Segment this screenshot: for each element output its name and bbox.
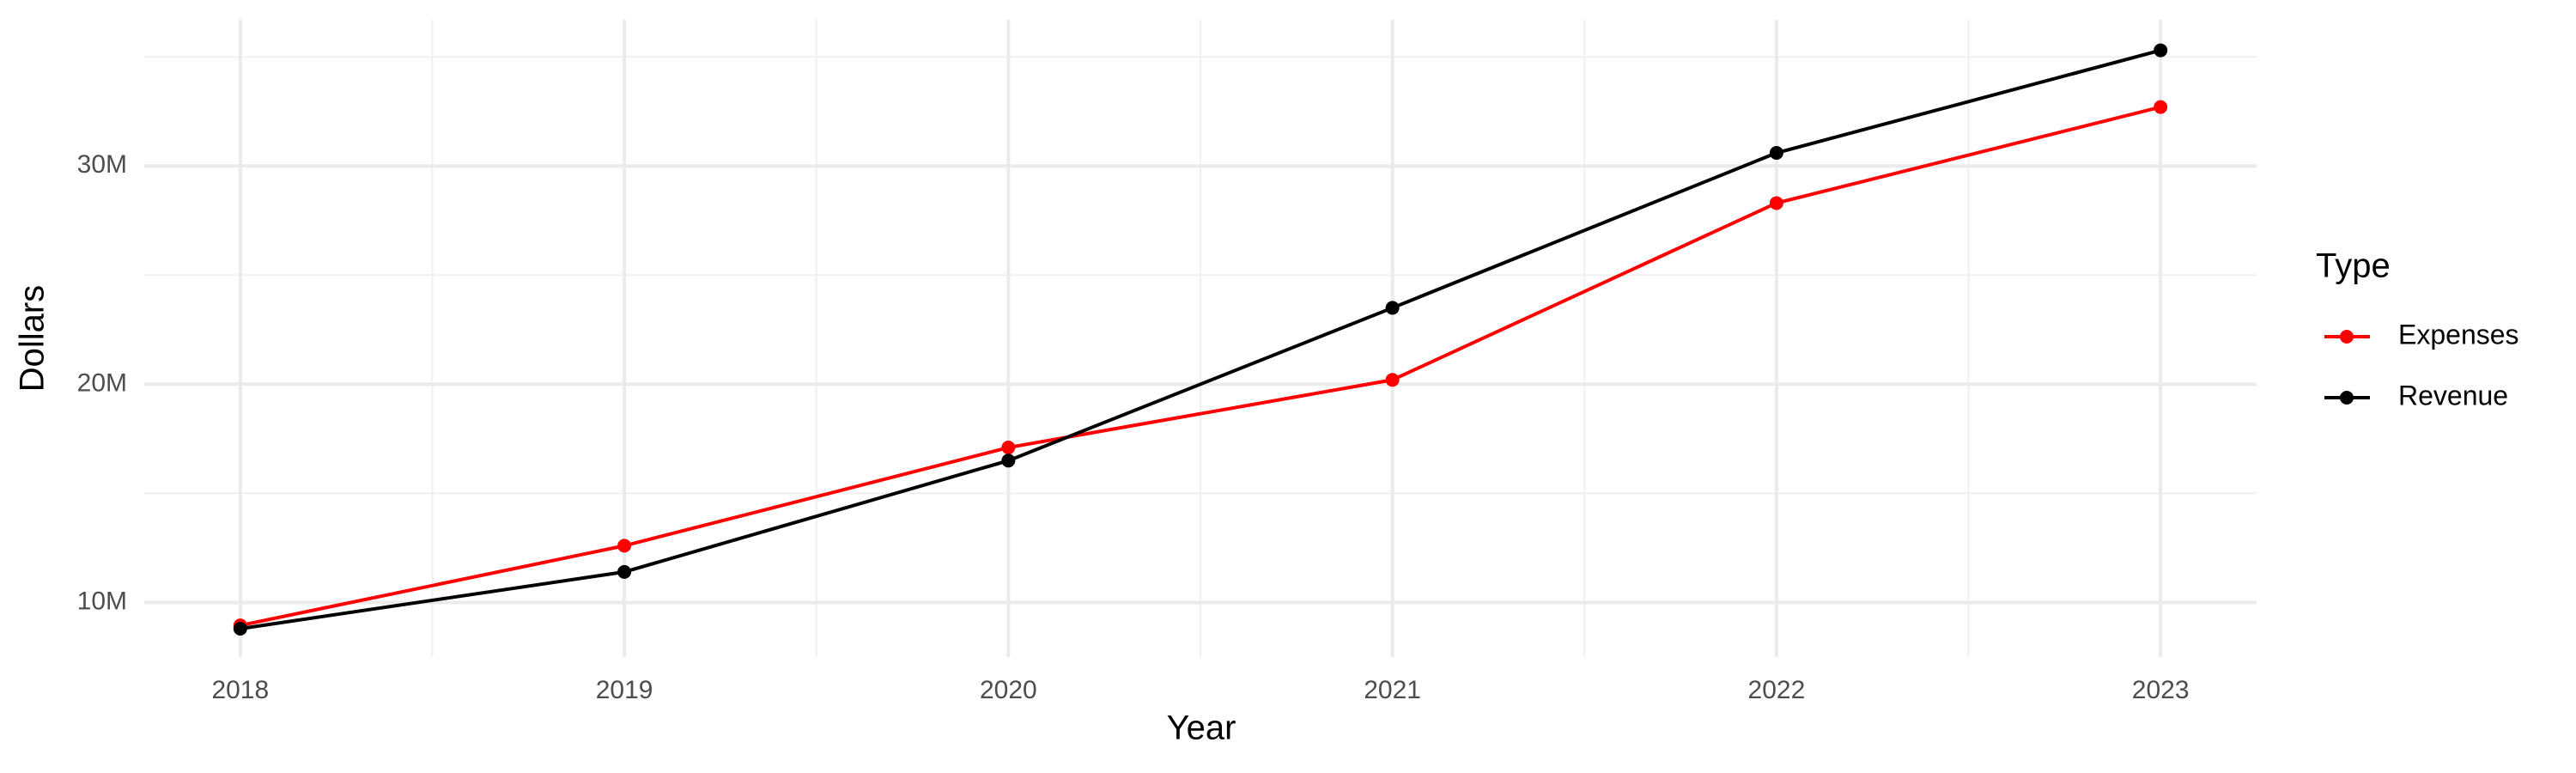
data-point: [233, 621, 247, 636]
data-point: [617, 564, 632, 579]
x-tick-label: 2019: [596, 676, 653, 704]
y-tick-label: 10M: [77, 587, 127, 615]
data-point: [1385, 373, 1400, 387]
legend-swatch-point: [2340, 391, 2354, 405]
series-line: [240, 105, 2161, 628]
x-axis-label: Year: [1167, 709, 1236, 747]
data-point: [1385, 301, 1400, 315]
legend-swatch-point: [2340, 330, 2354, 344]
legend-label: Expenses: [2398, 319, 2519, 350]
x-tick-label: 2018: [211, 676, 269, 704]
x-tick-label: 2020: [980, 676, 1037, 704]
y-axis-label: Dollars: [14, 285, 52, 392]
data-point: [1001, 441, 1016, 455]
y-tick-label: 30M: [77, 150, 127, 179]
y-tick-label: 20M: [77, 368, 127, 397]
x-tick-label: 2023: [2132, 676, 2190, 704]
legend-label: Revenue: [2398, 380, 2508, 411]
data-point: [2154, 43, 2168, 58]
data-point: [2154, 100, 2168, 114]
legend-title: Type: [2316, 247, 2391, 285]
data-point: [617, 539, 632, 553]
data-point: [1001, 453, 1016, 468]
x-tick-label: 2021: [1364, 676, 1421, 704]
data-point: [1769, 196, 1783, 210]
data-point: [1769, 146, 1783, 161]
x-tick-label: 2022: [1748, 676, 1806, 704]
series-line: [240, 48, 2161, 630]
